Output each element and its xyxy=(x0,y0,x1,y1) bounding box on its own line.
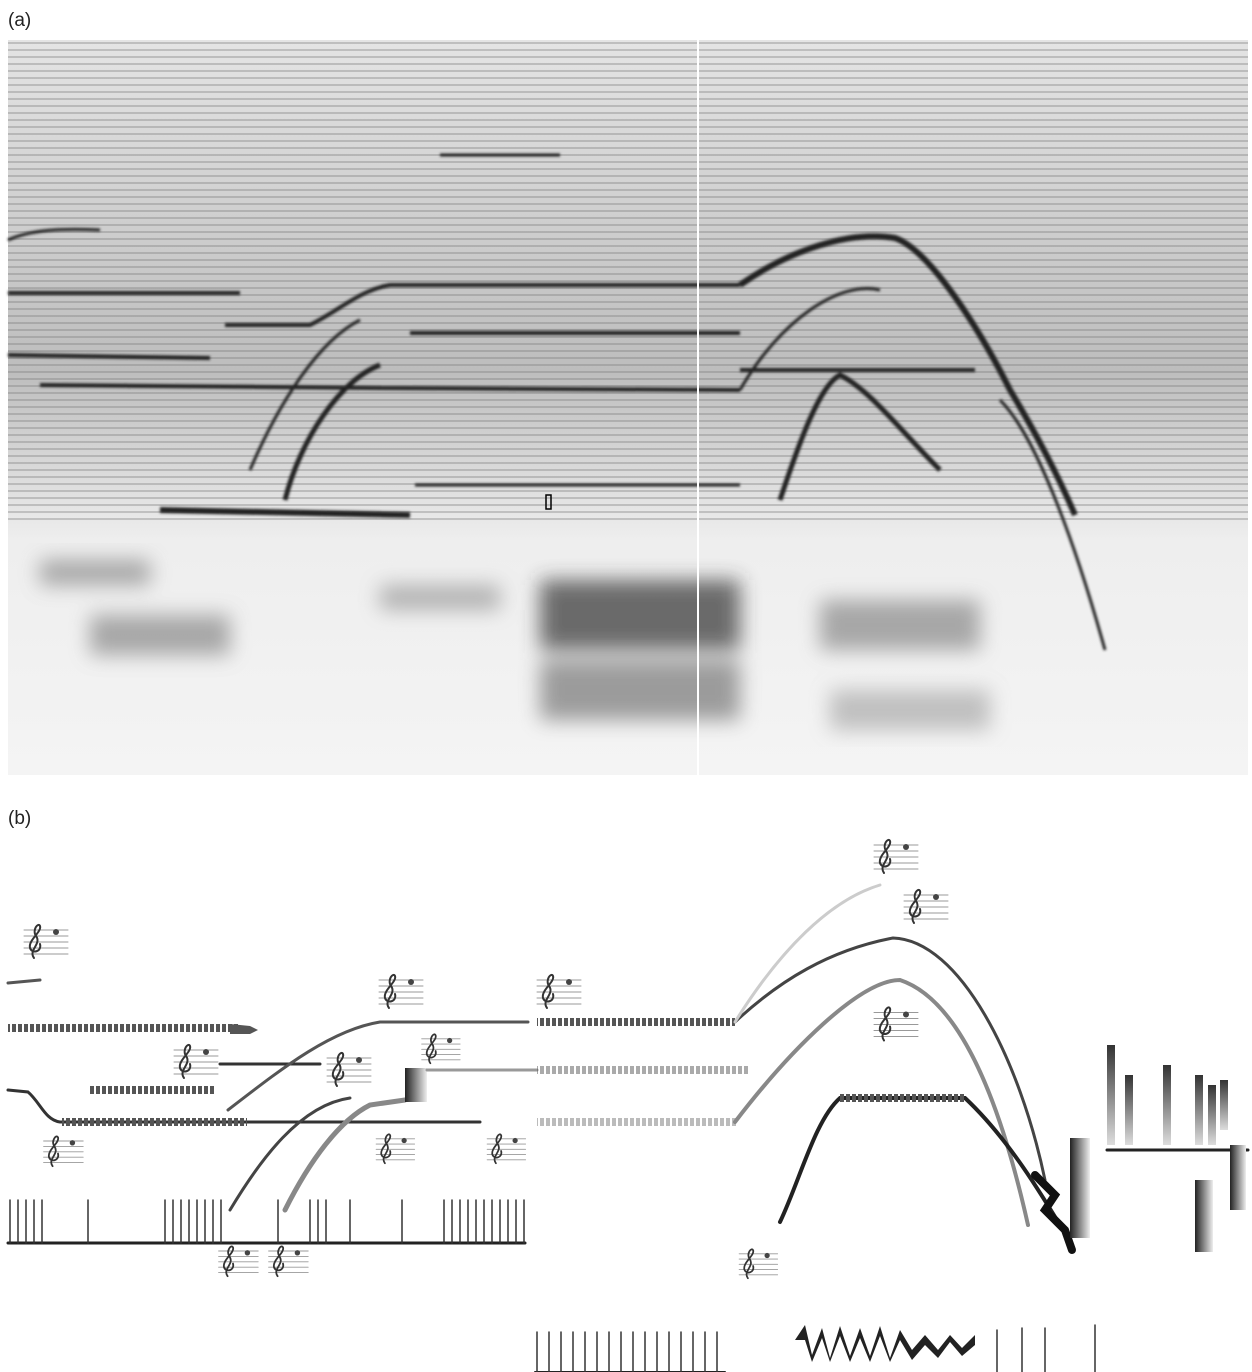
page: {"panels": [{"label": "(a)"}, {"label": … xyxy=(0,0,1252,1372)
panel-label: (b) xyxy=(8,808,31,829)
spectrogram xyxy=(8,40,1248,775)
figure: (a) (b) xyxy=(0,0,1252,1372)
panel-label: (a) xyxy=(8,10,31,31)
graphic-score xyxy=(8,840,1248,1372)
